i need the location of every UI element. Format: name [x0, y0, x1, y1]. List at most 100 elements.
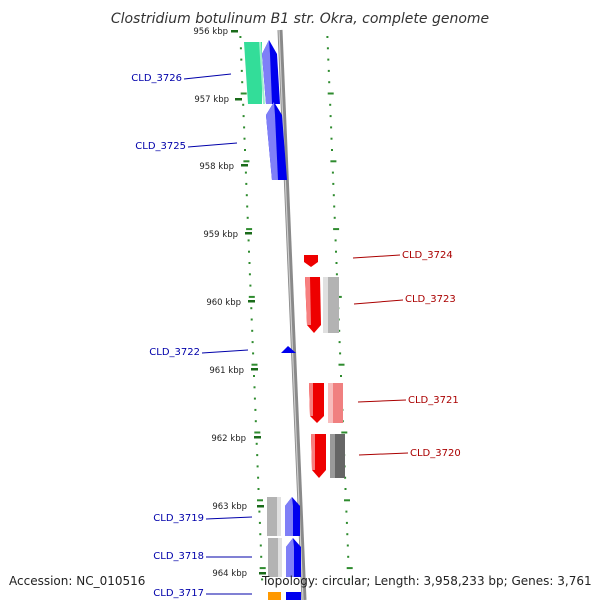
outer-tick-dot — [347, 555, 350, 558]
accession-text: Accession: NC_010516 — [9, 574, 146, 588]
outer-tick-dot — [334, 239, 337, 242]
gene-label[interactable]: CLD_3719 — [153, 513, 204, 524]
outer-tick-dot — [339, 352, 342, 355]
inner-tick-dot — [247, 239, 250, 242]
gene-arrow[interactable] — [304, 255, 318, 267]
outer-tick-dot — [327, 92, 334, 95]
inner-tick-dot — [253, 397, 256, 400]
inner-tick-dot — [253, 375, 255, 377]
inner-tick-dot — [242, 115, 245, 118]
scale-tick-961: 961 kbp — [209, 366, 258, 376]
feature-orange[interactable] — [268, 592, 281, 600]
inner-tick-dot — [243, 137, 246, 140]
gene-leader-line — [357, 399, 407, 403]
inner-tick-dot — [259, 544, 262, 547]
outer-tick-dot — [330, 160, 337, 163]
outer-tick-dot — [335, 262, 338, 264]
gene-label[interactable]: CLD_3726 — [131, 73, 182, 84]
outer-tick-dot — [332, 182, 335, 185]
scale-tick-mark — [259, 572, 266, 575]
gene-arrow[interactable] — [281, 346, 296, 353]
inner-tick-dot — [256, 454, 259, 457]
outer-tick-dot — [338, 341, 341, 344]
gene-leader-line — [353, 299, 404, 305]
outer-tick-dot — [326, 36, 329, 38]
scale-tick-mark — [248, 300, 255, 303]
outer-tick-dot — [335, 250, 337, 253]
outer-tick-dot — [338, 329, 341, 332]
gene-cld-3720[interactable]: CLD_3720 — [311, 434, 461, 478]
gene-cld-3722[interactable]: CLD_3722 — [149, 346, 296, 358]
outer-tick-dot — [335, 273, 338, 276]
inner-tick-dot — [248, 262, 251, 264]
inner-tick-dot — [257, 476, 260, 479]
gene-label[interactable]: CLD_3725 — [135, 141, 186, 152]
outer-tick-dot — [346, 544, 349, 547]
gene-arrow-shade — [285, 497, 293, 536]
gene-arrow-shade — [262, 40, 272, 104]
outer-tick-dot — [344, 499, 350, 502]
inner-tick-dot — [255, 442, 258, 445]
gene-label[interactable]: CLD_3724 — [402, 250, 453, 261]
outer-tick-dot — [344, 488, 347, 490]
gene-leader-line — [205, 516, 253, 520]
scale-tick-mark — [257, 505, 264, 508]
inner-tick-dot — [254, 420, 257, 423]
inner-tick-dot — [256, 465, 259, 468]
inner-tick-dot — [253, 386, 256, 389]
outer-tick-dot — [348, 578, 351, 581]
gene-leader-line — [358, 452, 409, 456]
inner-tick-dot — [250, 307, 253, 310]
scale-tick-959: 959 kbp — [203, 230, 252, 240]
gene-label[interactable]: CLD_3720 — [410, 448, 461, 459]
inner-tick-dot — [246, 205, 249, 208]
scale-tick-mark — [251, 368, 258, 371]
feature-grey-shade — [323, 277, 328, 333]
gene-label[interactable]: CLD_3722 — [149, 347, 200, 358]
scale-tick-label: 963 kbp — [212, 502, 247, 512]
inner-tick-dot — [254, 408, 257, 411]
scale-tick-label: 956 kbp — [193, 27, 228, 37]
inner-tick-dot — [240, 69, 243, 72]
scale-tick-label: 960 kbp — [206, 298, 241, 308]
inner-tick-dot — [245, 182, 248, 185]
outer-tick-dot — [338, 363, 345, 366]
genome-backbone — [277, 29, 307, 600]
gene-cld-3719[interactable]: CLD_3719 — [153, 497, 300, 536]
outer-tick-dot — [329, 103, 332, 106]
inner-tick-dot — [241, 81, 244, 84]
scale-tick-label: 962 kbp — [211, 434, 246, 444]
gene-label[interactable]: CLD_3721 — [408, 395, 459, 406]
gene-cld-3721[interactable]: CLD_3721 — [309, 383, 459, 423]
gene-leader-line — [201, 349, 249, 354]
gene-label[interactable]: CLD_3718 — [153, 551, 204, 562]
inner-tick-dot — [251, 329, 254, 332]
feature-green[interactable] — [244, 42, 262, 104]
scale-tick-mark — [231, 30, 238, 33]
gene-arrow-shade — [309, 383, 313, 416]
scale-tick-956: 956 kbp — [193, 27, 238, 37]
inner-tick-dot — [249, 284, 252, 287]
inner-tick-dot — [257, 488, 260, 490]
gene-cld-3724[interactable]: CLD_3724 — [304, 250, 453, 267]
scale-tick-label: 959 kbp — [203, 230, 238, 240]
gene-arrow[interactable] — [286, 592, 301, 600]
gene-label[interactable]: CLD_3717 — [153, 588, 204, 599]
gene-cld-3725[interactable]: CLD_3725 — [135, 102, 287, 180]
outer-tick-dot — [340, 375, 342, 377]
outer-tick-dot — [330, 126, 333, 129]
inner-tick-dot — [257, 499, 263, 502]
gene-cld-3717[interactable]: CLD_3717 — [153, 588, 301, 600]
gene-leader-line — [183, 73, 232, 80]
scale-tick-mark — [254, 436, 261, 439]
gene-cld-3723[interactable]: CLD_3723 — [305, 277, 456, 333]
inner-tick-dot — [239, 36, 242, 38]
gene-cld-3718[interactable]: CLD_3718 — [153, 538, 301, 577]
gene-cld-3726[interactable]: CLD_3726 — [131, 40, 280, 104]
outer-tick-dot — [331, 149, 333, 151]
scale-tick-mark — [241, 164, 248, 167]
map-title: Clostridium botulinum B1 str. Okra, comp… — [111, 11, 489, 27]
gene-label[interactable]: CLD_3723 — [405, 294, 456, 305]
inner-tick-dot — [240, 58, 243, 61]
